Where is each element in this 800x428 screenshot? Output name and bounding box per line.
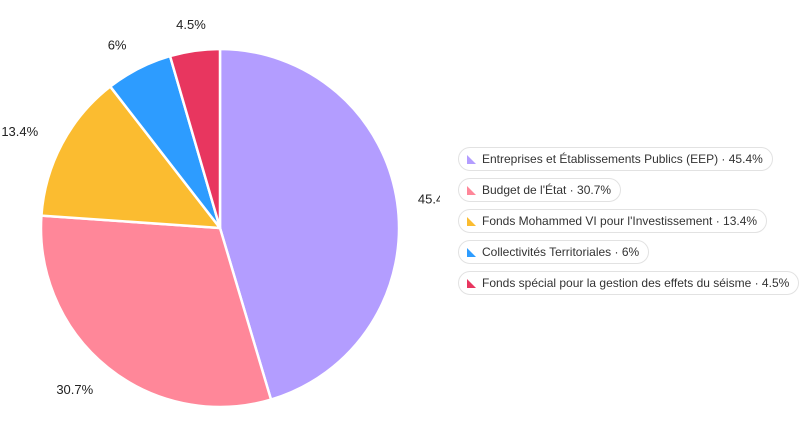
legend-swatch-icon [467, 216, 476, 226]
slice-data-label: 13.4% [1, 124, 38, 139]
swatch-shape [467, 154, 476, 164]
legend-item-collectivites[interactable]: Collectivités Territoriales · 6% [458, 240, 650, 264]
legend-swatch-icon [467, 247, 476, 257]
legend-item-budget-etat[interactable]: Budget de l'État · 30.7% [458, 178, 622, 202]
legend-swatch-icon [467, 185, 476, 195]
legend-item-fonds-mohammed-vi[interactable]: Fonds Mohammed VI pour l'Investissement … [458, 209, 768, 233]
pie-slice[interactable] [40, 85, 222, 230]
swatch-shape [467, 216, 476, 226]
legend-item-label: Collectivités Territoriales · 6% [482, 245, 640, 259]
swatch-shape [467, 185, 476, 195]
slice-data-label: 6% [108, 38, 127, 53]
pie-slice[interactable] [218, 47, 401, 401]
slice-data-label: 4.5% [176, 17, 206, 32]
pie-chart: 45.4% 30.7% 13.4% 6% 4.5% [1, 17, 440, 409]
pie-chart-svg: 45.4% 30.7% 13.4% 6% 4.5% [1, 17, 440, 409]
pie-slice[interactable] [168, 47, 222, 230]
legend-item-fonds-seisme[interactable]: Fonds spécial pour la gestion des effets… [458, 271, 800, 295]
legend-item-label: Fonds spécial pour la gestion des effets… [482, 276, 790, 290]
legend-item-label: Entreprises et Établissements Publics (E… [482, 152, 763, 166]
legend-item-label: Budget de l'État · 30.7% [482, 183, 612, 197]
legend-swatch-icon [467, 278, 476, 288]
legend-item-eep[interactable]: Entreprises et Établissements Publics (E… [458, 147, 773, 171]
legend-item-label: Fonds Mohammed VI pour l'Investissement … [482, 214, 758, 228]
slice-data-label: 45.4% [418, 191, 440, 206]
chart-legend: Entreprises et Établissements Publics (E… [458, 147, 800, 295]
swatch-shape [467, 278, 476, 288]
legend-swatch-icon [467, 154, 476, 164]
slice-data-label: 30.7% [56, 382, 93, 397]
swatch-shape [467, 247, 476, 257]
pie-slice[interactable] [39, 214, 273, 409]
